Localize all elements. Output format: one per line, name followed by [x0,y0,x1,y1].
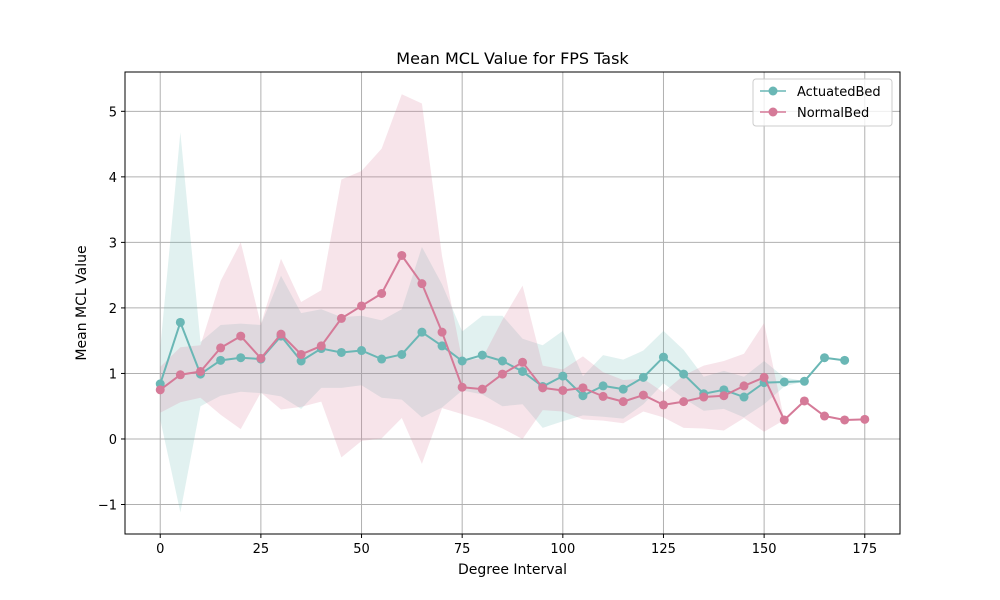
point-normalbed [276,329,286,339]
axis-ticks: 0 25 50 75 100 125 150 175 −1 0 1 2 3 4 5 [98,105,877,557]
point-normalbed [719,391,729,401]
point-normalbed [558,385,568,395]
point-actuatedbed [779,377,789,387]
point-actuatedbed [357,346,367,356]
x-tick-label: 125 [651,542,676,557]
point-actuatedbed [216,355,226,365]
point-actuatedbed [558,371,568,381]
x-tick-label: 25 [253,542,270,557]
legend: ActuatedBed NormalBed [752,78,893,127]
band-normalbed [160,94,865,464]
point-normalbed [840,415,850,425]
x-axis-label: Degree Interval [458,562,567,578]
plot-frame [124,71,901,535]
point-normalbed [296,349,306,359]
point-normalbed [739,381,749,391]
point-normalbed [759,372,769,382]
grid-layer [125,72,900,534]
point-actuatedbed [477,350,487,360]
point-actuatedbed [638,372,648,382]
point-actuatedbed [236,353,246,363]
x-tick-label: 100 [550,542,575,557]
point-normalbed [175,370,185,380]
point-normalbed [497,369,507,379]
point-normalbed [598,391,608,401]
y-tick-label: 0 [109,433,117,448]
legend-box [752,78,893,127]
y-tick-label: 2 [109,302,117,317]
point-actuatedbed [377,354,387,364]
point-normalbed [518,357,528,367]
point-normalbed [236,331,246,341]
point-actuatedbed [679,369,689,379]
point-actuatedbed [296,356,306,366]
point-actuatedbed [457,356,467,366]
point-normalbed [437,327,447,337]
legend-marker-actuatedbed [768,86,778,96]
point-actuatedbed [840,355,850,365]
point-actuatedbed [417,327,427,337]
y-tick-label: 5 [109,105,117,120]
point-normalbed [658,400,668,410]
point-actuatedbed [820,353,830,363]
point-normalbed [477,384,487,394]
x-tick-label: 175 [852,542,877,557]
point-actuatedbed [497,356,507,366]
y-tick-label: 1 [109,367,117,382]
y-tick-label: −1 [98,499,117,514]
point-actuatedbed [397,349,407,359]
point-actuatedbed [175,317,185,327]
x-tick-label: 0 [156,542,164,557]
point-normalbed [457,382,467,392]
point-normalbed [195,366,205,376]
point-normalbed [357,301,367,311]
point-actuatedbed [518,366,528,376]
series-lines [155,250,870,425]
y-tick-label: 3 [109,236,117,251]
point-actuatedbed [598,381,608,391]
point-normalbed [538,383,548,393]
point-normalbed [679,397,689,407]
y-axis-label: Mean MCL Value [74,245,90,360]
point-normalbed [578,383,588,393]
point-normalbed [155,385,165,395]
point-actuatedbed [658,352,668,362]
point-actuatedbed [618,384,628,394]
point-normalbed [397,250,407,260]
point-normalbed [860,414,870,424]
legend-marker-normalbed [768,107,778,117]
chart-title: Mean MCL Value for FPS Task [396,49,629,68]
y-tick-label: 4 [109,171,117,186]
x-tick-label: 150 [752,542,777,557]
point-normalbed [799,396,809,406]
point-normalbed [779,415,789,425]
x-tick-label: 75 [454,542,471,557]
band-actuatedbed [160,132,845,513]
confidence-bands [160,94,865,513]
legend-label-actuatedbed: ActuatedBed [797,85,881,100]
point-normalbed [417,279,427,289]
point-actuatedbed [336,347,346,357]
point-normalbed [216,343,226,353]
point-normalbed [336,313,346,323]
point-normalbed [316,341,326,351]
point-normalbed [638,390,648,400]
point-actuatedbed [437,341,447,351]
point-actuatedbed [739,392,749,402]
point-normalbed [820,411,830,421]
point-normalbed [256,353,266,363]
point-normalbed [699,392,709,402]
point-actuatedbed [799,376,809,386]
legend-label-normalbed: NormalBed [797,106,869,121]
point-normalbed [377,288,387,298]
point-actuatedbed [578,391,588,401]
x-tick-label: 50 [353,542,370,557]
point-normalbed [618,397,628,407]
